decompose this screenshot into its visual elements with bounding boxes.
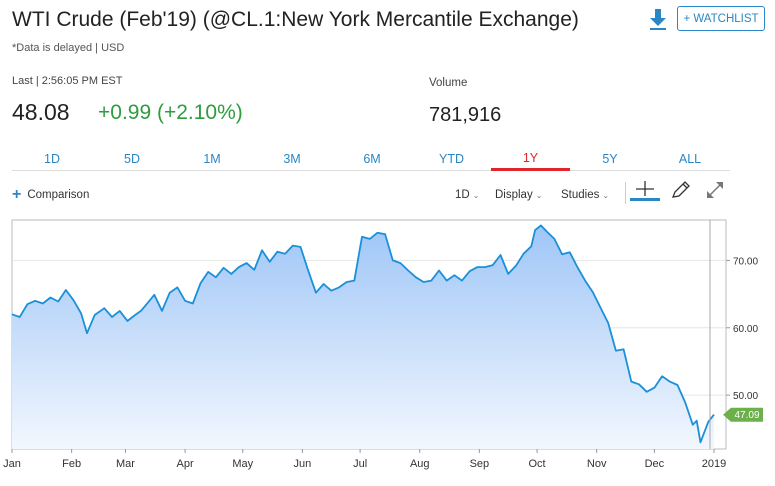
x-tick-label: 2019 (702, 458, 726, 470)
chevron-down-icon: ⌄ (602, 191, 610, 200)
watchlist-button[interactable]: + WATCHLIST (677, 6, 765, 31)
x-tick-label: Mar (116, 458, 135, 470)
price-line (11, 224, 715, 444)
toolbar-divider (625, 182, 626, 204)
y-tick-label: 50.00 (733, 391, 758, 402)
quote-title: WTI Crude (Feb'19) (@CL.1:New York Merca… (12, 8, 579, 31)
x-tick-label: Jun (294, 458, 312, 470)
tab-1y[interactable]: 1Y (491, 148, 570, 171)
x-tick-label: Apr (177, 458, 194, 470)
x-tick-label: Oct (528, 458, 545, 470)
pencil-icon[interactable] (670, 180, 692, 200)
interval-dropdown[interactable]: 1D ⌄ (455, 189, 479, 201)
volume-value: 781,916 (429, 104, 502, 126)
chevron-down-icon: ⌄ (472, 191, 480, 200)
x-tick-label: Feb (62, 458, 81, 470)
last-price-tag-label: 47.09 (734, 410, 759, 421)
display-label: Display (495, 189, 533, 201)
studies-label: Studies (561, 189, 600, 201)
tab-5d[interactable]: 5D (124, 152, 140, 166)
tab-5y[interactable]: 5Y (602, 152, 618, 166)
last-price-tag: 47.09 (723, 407, 763, 422)
comparison-label: Comparison (27, 189, 90, 201)
range-tabs: 1D 5D 1M 3M 6M YTD 1Y 5Y ALL (12, 148, 730, 171)
expand-icon[interactable] (704, 179, 726, 201)
x-tick-label: Jul (353, 458, 367, 470)
price-change: +0.99 (+2.10%) (98, 101, 243, 124)
y-tick-label: 60.00 (733, 324, 758, 335)
interval-label: 1D (455, 189, 470, 201)
chevron-down-icon: ⌄ (535, 191, 543, 200)
tab-all[interactable]: ALL (678, 152, 702, 166)
x-tick-label: Dec (645, 458, 665, 470)
tab-3m[interactable]: 3M (283, 152, 301, 166)
tab-6m[interactable]: 6M (363, 152, 381, 166)
plus-icon: + (12, 186, 22, 203)
display-dropdown[interactable]: Display ⌄ (495, 189, 542, 201)
delay-note: *Data is delayed | USD (12, 42, 125, 54)
price-chart[interactable]: 50.00 60.00 70.00 Jan Feb Mar Apr May Jun Jul Aug… (0, 214, 775, 486)
comparison-button[interactable]: + Comparison (12, 186, 90, 203)
x-tick-label: May (232, 458, 253, 470)
y-tick-label: 70.00 (733, 256, 758, 267)
tab-ytd[interactable]: YTD (439, 152, 464, 166)
crosshair-icon[interactable] (630, 179, 660, 201)
x-tick-label: Sep (470, 458, 490, 470)
last-trade-label: Last | 2:56:05 PM EST (12, 75, 123, 87)
x-tick-label: Aug (410, 458, 430, 470)
tab-1m[interactable]: 1M (203, 152, 221, 166)
x-tick-label: Nov (587, 458, 607, 470)
download-icon[interactable] (645, 6, 671, 32)
x-tick-label: Jan (3, 458, 21, 470)
volume-label: Volume (429, 77, 468, 89)
studies-dropdown[interactable]: Studies ⌄ (561, 189, 609, 201)
tab-1d[interactable]: 1D (44, 152, 60, 166)
last-price: 48.08 (12, 99, 70, 125)
price-area (12, 225, 714, 449)
